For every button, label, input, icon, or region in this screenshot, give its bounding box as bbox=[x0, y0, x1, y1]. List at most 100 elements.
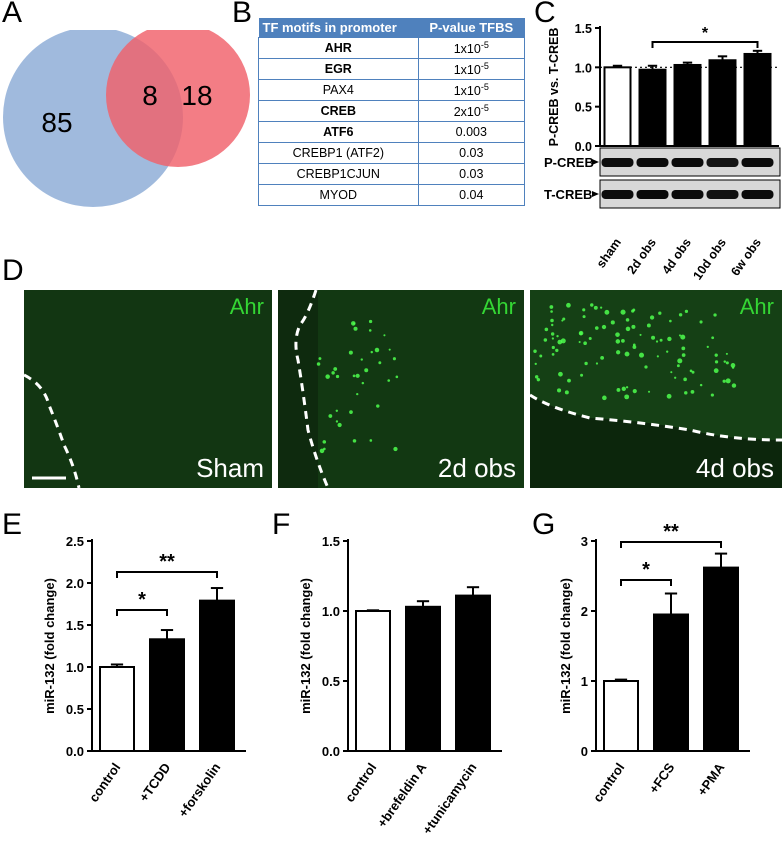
bar-4d-obs bbox=[673, 63, 702, 147]
ahr-cell-dot bbox=[610, 320, 615, 325]
ahr-cell-dot bbox=[680, 334, 686, 340]
ahr-cell-dot bbox=[600, 306, 603, 309]
y-tick-label: 0.5 bbox=[575, 101, 592, 115]
x-category-label: +brefeldin A bbox=[374, 760, 430, 831]
blot-band bbox=[671, 158, 704, 167]
ahr-cell-dot bbox=[370, 350, 373, 354]
ahr-cell-dot bbox=[364, 368, 369, 373]
significance-bracket bbox=[116, 609, 168, 616]
ahr-cell-dot bbox=[539, 354, 543, 358]
ahr-cell-dot bbox=[566, 302, 571, 308]
bar--fcs bbox=[653, 613, 689, 752]
ahr-cell-dot bbox=[331, 371, 335, 375]
ahr-cell-dot bbox=[368, 319, 373, 324]
ahr-cell-dot bbox=[699, 320, 703, 324]
ahr-cell-dot bbox=[349, 410, 353, 414]
bar-2d-obs bbox=[638, 68, 667, 147]
bar--tunicamycin bbox=[455, 594, 491, 752]
y-tick-label: 3 bbox=[581, 534, 588, 549]
y-tick-label: 0 bbox=[581, 744, 588, 759]
ahr-cell-dot bbox=[678, 334, 682, 337]
significance-bracket bbox=[620, 541, 722, 548]
micrograph-sham-image bbox=[24, 290, 272, 488]
ahr-cell-dot bbox=[624, 351, 630, 357]
table-row: AHR 1x10-5 bbox=[258, 37, 526, 59]
ahr-cell-dot bbox=[713, 368, 719, 374]
header-tf-motif: TF motifs in promoter bbox=[258, 18, 419, 38]
tf-motif-cell: CREBP1CJUN bbox=[258, 163, 419, 185]
ahr-cell-dot bbox=[550, 318, 554, 323]
p-value-exponent: -5 bbox=[480, 102, 489, 113]
ahr-cell-dot bbox=[360, 358, 363, 361]
micrograph-2d-obs: Ahr 2d obs bbox=[278, 290, 524, 488]
arrowhead-icon bbox=[592, 159, 599, 165]
p-value-cell: 1x10-5 bbox=[417, 58, 526, 80]
panel-label-g: G bbox=[532, 508, 556, 541]
y-tick-label: 2 bbox=[581, 604, 588, 619]
ahr-cell-dot bbox=[594, 326, 599, 330]
x-category-label: +tunicamycin bbox=[419, 760, 479, 837]
ahr-cell-dot bbox=[681, 353, 686, 357]
panel-label-c: C bbox=[534, 0, 556, 29]
venn-left-count: 85 bbox=[41, 107, 72, 138]
x-category-label: control bbox=[590, 760, 628, 805]
ahr-cell-dot bbox=[551, 337, 555, 340]
y-tick-label: 1.5 bbox=[575, 22, 592, 36]
y-tick-label: 0.5 bbox=[322, 674, 340, 689]
ahr-cell-dot bbox=[337, 422, 342, 428]
ahr-cell-dot bbox=[659, 338, 663, 342]
p-value-cell: 2x10-5 bbox=[417, 100, 526, 122]
ahr-cell-dot bbox=[352, 374, 356, 378]
x-category-label: control bbox=[342, 760, 380, 805]
p-value-base: 1x10 bbox=[453, 63, 481, 78]
ahr-cell-dot bbox=[706, 345, 709, 349]
ahr-cell-dot bbox=[588, 336, 592, 341]
x-category-label: +TCDD bbox=[136, 760, 173, 804]
ahr-cell-dot bbox=[639, 352, 645, 358]
ahr-cell-dot bbox=[556, 335, 559, 338]
ahr-cell-dot bbox=[556, 388, 562, 393]
micrograph-2d-obs-image bbox=[278, 290, 524, 488]
ahr-cell-dot bbox=[677, 358, 683, 364]
bar-sham bbox=[603, 66, 632, 147]
blot-band bbox=[706, 190, 739, 199]
tf-motif-table: TF motifs in promoter P-value TFBS AHR 1x… bbox=[258, 18, 526, 206]
ahr-cell-dot bbox=[560, 338, 566, 344]
ahr-cell-dot bbox=[646, 323, 651, 328]
significance-label: * bbox=[642, 559, 650, 581]
ahr-cell-dot bbox=[392, 357, 396, 361]
p-value-base: 2x10 bbox=[453, 105, 481, 120]
ahr-cell-dot bbox=[533, 349, 537, 354]
micrograph-sham: Ahr Sham bbox=[24, 290, 272, 488]
p-value-cell: 0.03 bbox=[417, 163, 526, 185]
ahr-cell-dot bbox=[378, 361, 382, 365]
bar--forskolin bbox=[199, 599, 235, 752]
ahr-cell-dot bbox=[601, 324, 607, 330]
ahr-cell-dot bbox=[369, 439, 373, 442]
chart-e-mir132: miR-132 (fold change) 0.0 0.5 1.0 1.5 2.0 2.5 c… bbox=[42, 534, 246, 820]
ahr-cell-dot bbox=[361, 381, 365, 385]
ahr-cell-dot bbox=[580, 373, 584, 377]
ahr-cell-dot bbox=[631, 309, 635, 313]
significance-label: * bbox=[702, 25, 709, 42]
x-category-label: sham bbox=[594, 236, 624, 271]
table-header-row: TF motifs in promoter P-value TFBS bbox=[258, 18, 525, 38]
ahr-cell-dot bbox=[714, 360, 719, 364]
p-value-cell: 1x10-5 bbox=[417, 37, 526, 59]
ahr-cell-dot bbox=[333, 367, 338, 371]
ahr-cell-dot bbox=[616, 350, 621, 355]
blot-band bbox=[601, 158, 634, 167]
ahr-cell-dot bbox=[582, 315, 586, 319]
ahr-cell-dot bbox=[602, 395, 607, 401]
y-tick-label: 2.0 bbox=[66, 576, 84, 591]
ahr-cell-dot bbox=[684, 309, 689, 313]
ahr-positive-cells bbox=[316, 319, 399, 454]
chart-f-mir132: miR-132 (fold change) 0.0 0.5 1.0 1.5 control… bbox=[298, 534, 502, 837]
y-axis-label: miR-132 (fold change) bbox=[42, 578, 57, 714]
ahr-cell-dot bbox=[534, 375, 539, 379]
y-tick-label: 1.5 bbox=[322, 534, 340, 549]
table-row: MYOD 0.04 bbox=[258, 184, 526, 206]
ahr-cell-dot bbox=[655, 340, 659, 343]
venn-overlap-count: 8 bbox=[142, 80, 158, 111]
y-tick-label: 1.0 bbox=[322, 604, 340, 619]
